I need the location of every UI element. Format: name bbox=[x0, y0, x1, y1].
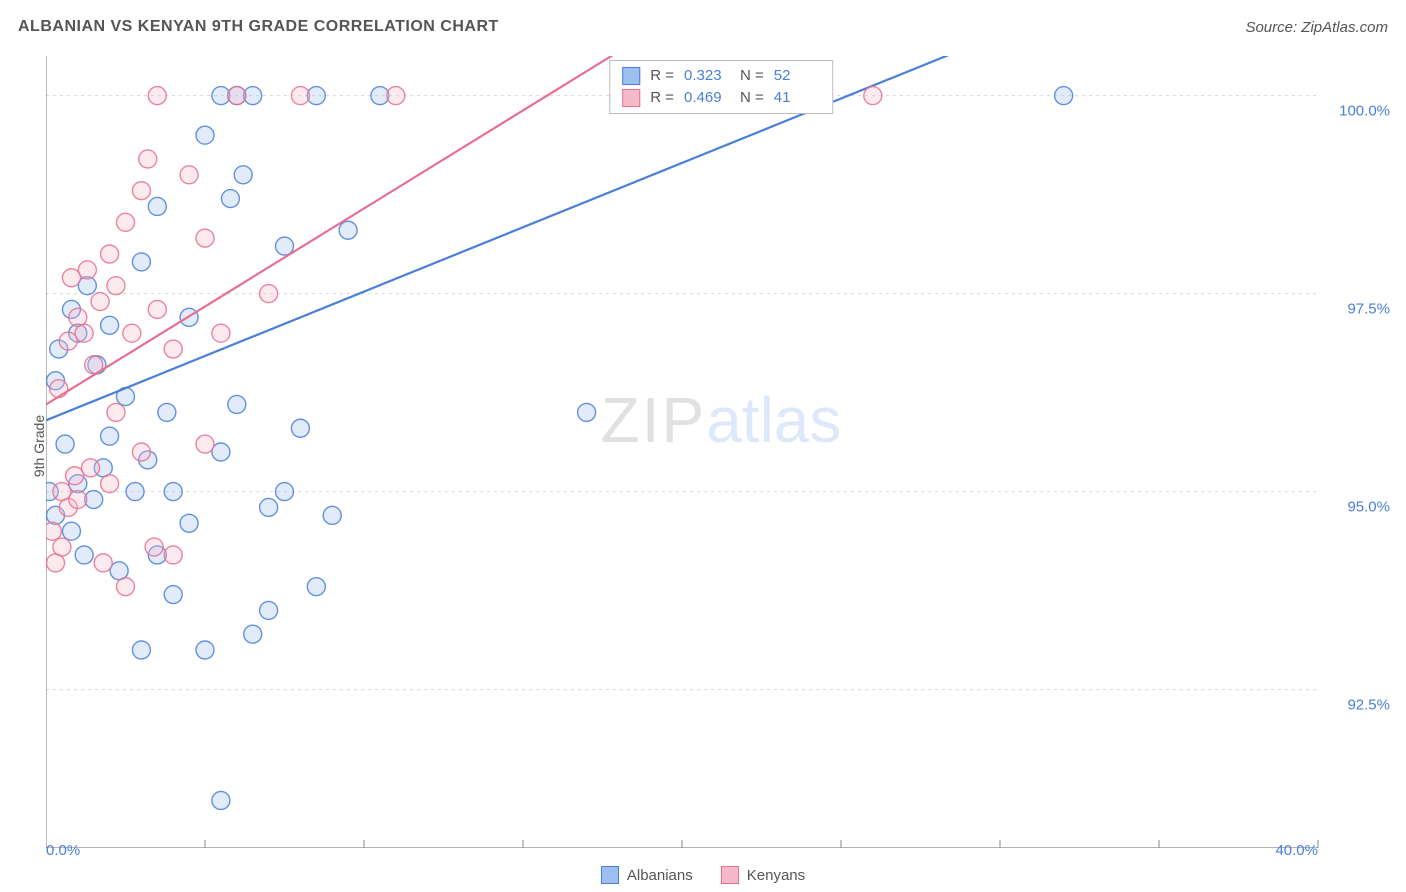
legend-item-kenyans: Kenyans bbox=[721, 866, 805, 884]
svg-text:95.0%: 95.0% bbox=[1347, 499, 1390, 516]
scatter-plot: 92.5% 95.0% 97.5% 100.0% bbox=[46, 56, 1396, 848]
x-axis-labels: 0.0% 40.0% bbox=[46, 842, 1396, 860]
source-label: Source: ZipAtlas.com bbox=[1245, 19, 1388, 36]
x-tick-label: 0.0% bbox=[46, 842, 80, 859]
r-label: R = bbox=[650, 65, 674, 87]
albanians-swatch-icon bbox=[601, 866, 619, 884]
svg-text:97.5%: 97.5% bbox=[1347, 301, 1390, 318]
x-tick-label: 40.0% bbox=[1275, 842, 1318, 859]
svg-text:92.5%: 92.5% bbox=[1347, 697, 1390, 714]
n-label: N = bbox=[740, 65, 764, 87]
stats-box: R = 0.323 N = 52 R = 0.469 N = 41 bbox=[609, 60, 833, 114]
stats-row-kenyans: R = 0.469 N = 41 bbox=[622, 87, 820, 109]
legend-label-kenyans: Kenyans bbox=[747, 867, 805, 884]
n-label: N = bbox=[740, 87, 764, 109]
r-label: R = bbox=[650, 87, 674, 109]
chart-title: ALBANIAN VS KENYAN 9TH GRADE CORRELATION… bbox=[18, 18, 499, 36]
albanians-r-value: 0.323 bbox=[684, 65, 730, 87]
plot-area: 92.5%95.0%97.5%100.0% ZIPatlas R = 0.323… bbox=[46, 56, 1396, 848]
kenyans-r-value: 0.469 bbox=[684, 87, 730, 109]
legend-item-albanians: Albanians bbox=[601, 866, 693, 884]
y-axis-label: 9th Grade bbox=[31, 415, 47, 477]
albanians-n-value: 52 bbox=[774, 65, 820, 87]
legend: Albanians Kenyans bbox=[0, 866, 1406, 884]
kenyans-n-value: 41 bbox=[774, 87, 820, 109]
stats-row-albanians: R = 0.323 N = 52 bbox=[622, 65, 820, 87]
svg-text:100.0%: 100.0% bbox=[1339, 103, 1390, 120]
legend-label-albanians: Albanians bbox=[627, 867, 693, 884]
albanians-swatch-icon bbox=[622, 67, 640, 85]
kenyans-swatch-icon bbox=[721, 866, 739, 884]
kenyans-swatch-icon bbox=[622, 89, 640, 107]
